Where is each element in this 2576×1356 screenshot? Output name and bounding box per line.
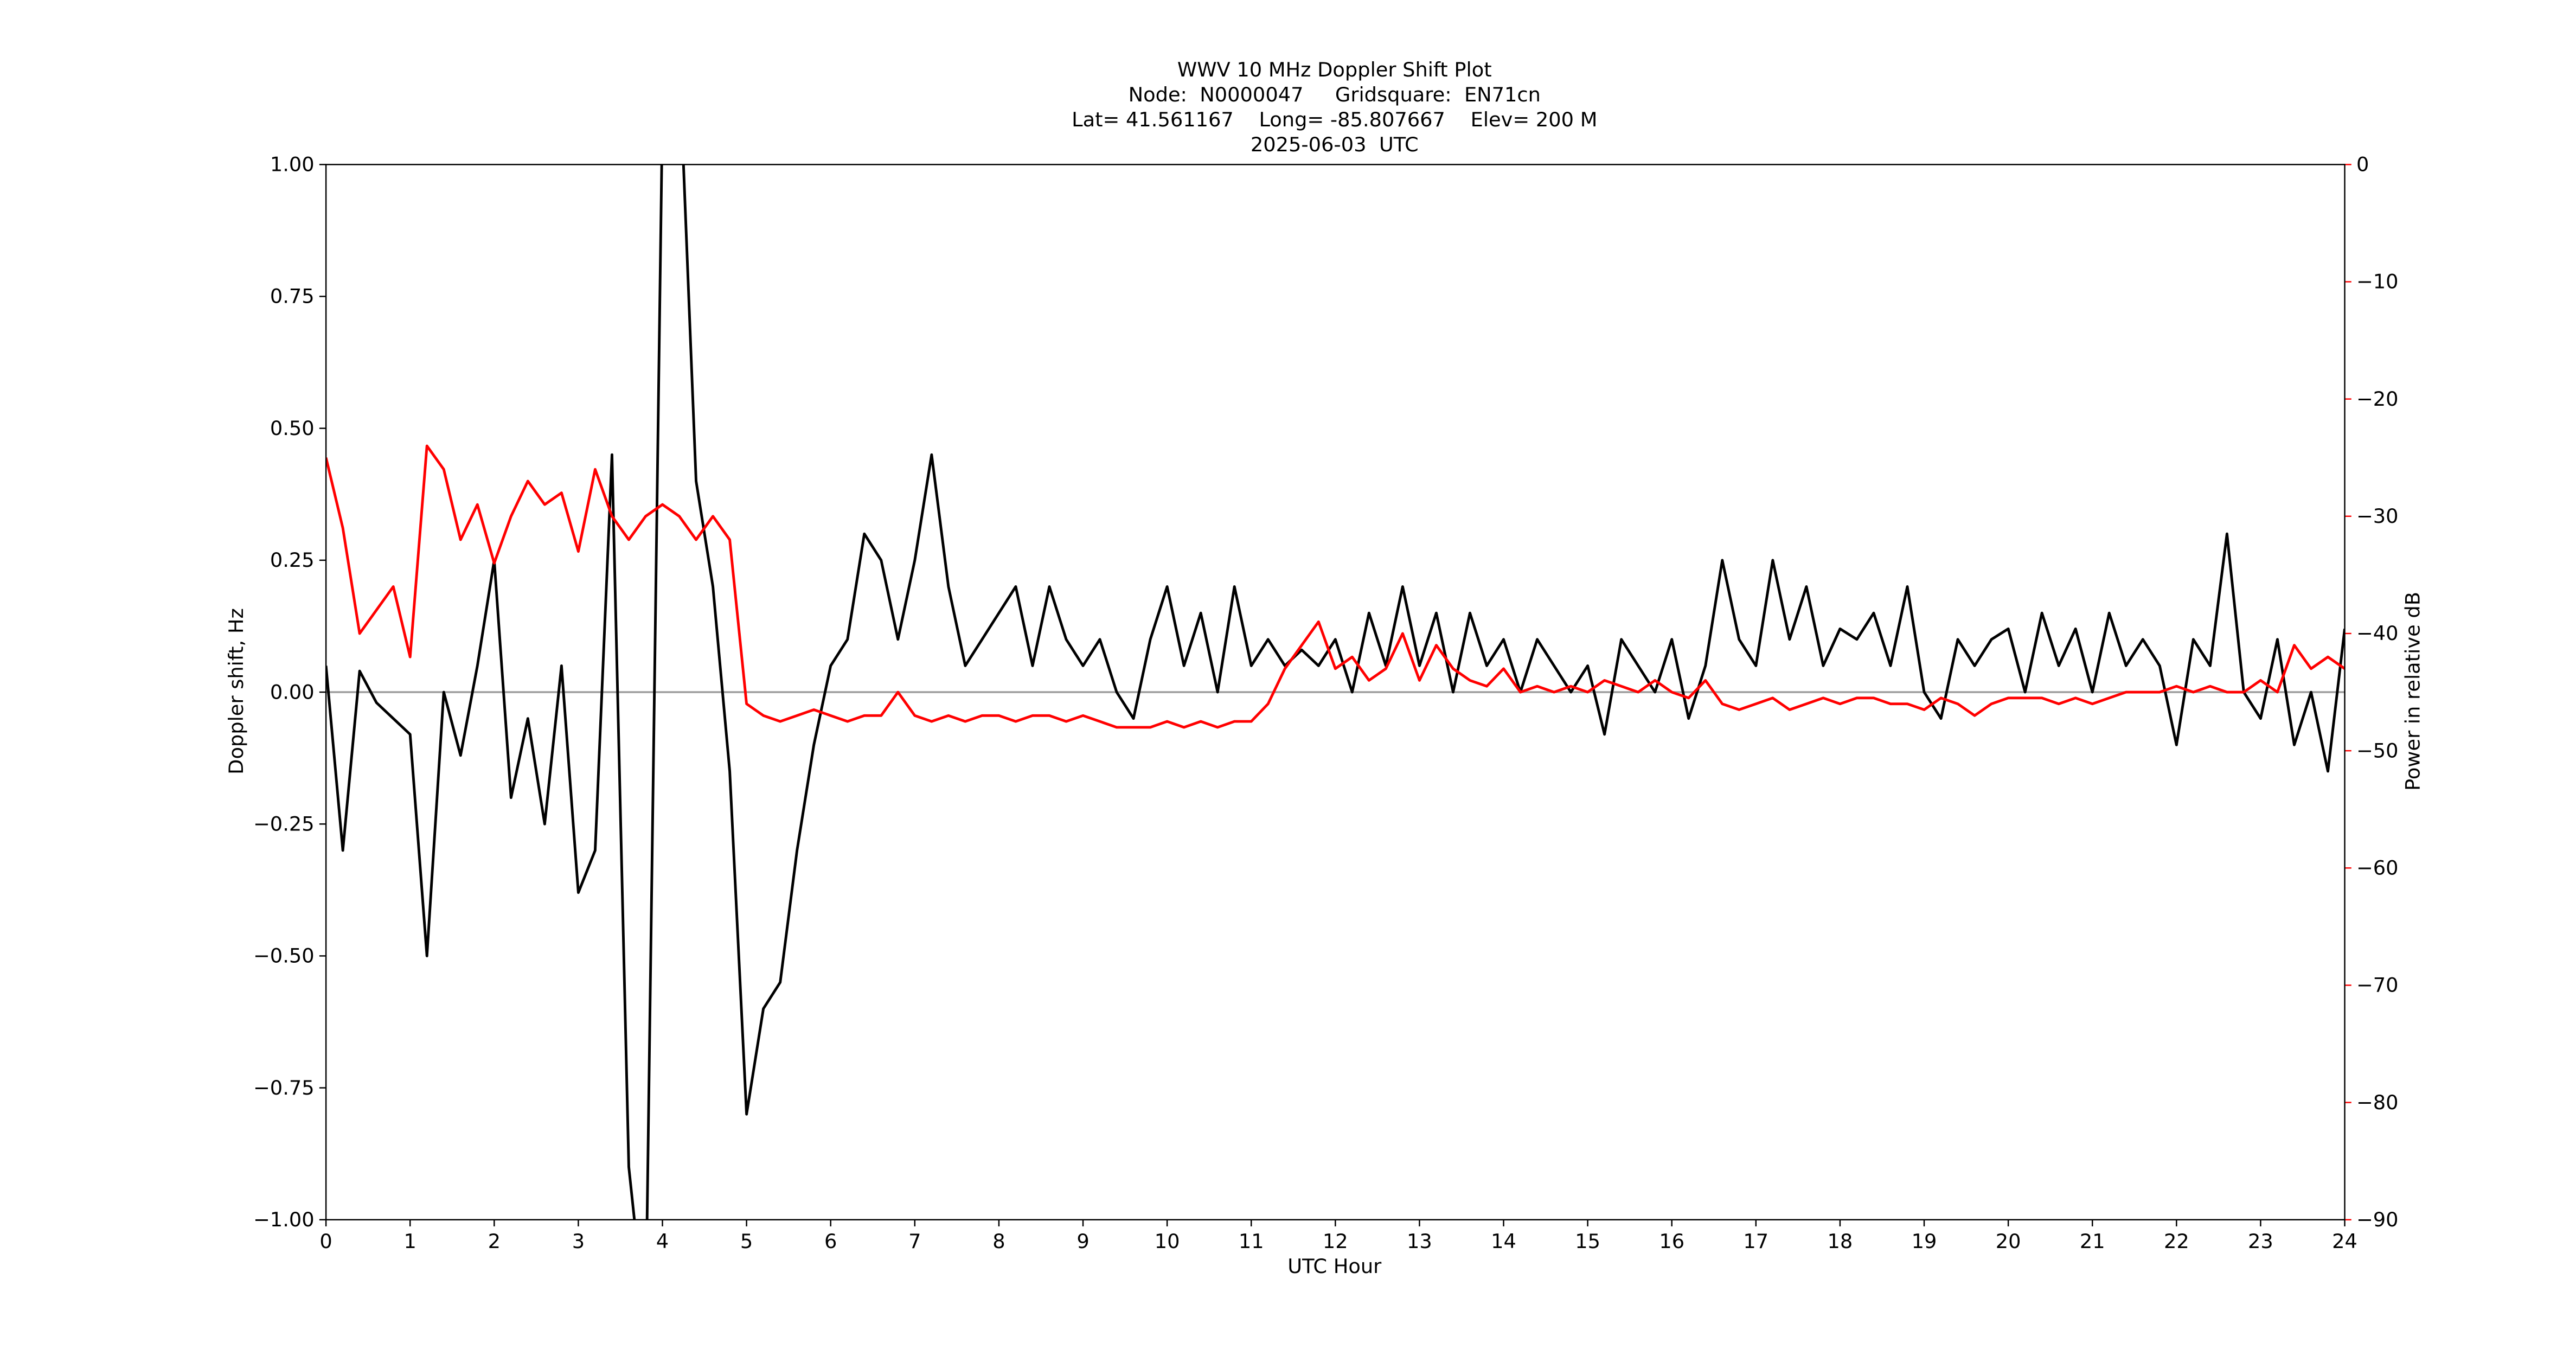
x-tick-label: 10 (1155, 1230, 1180, 1253)
y-tick-label: 0.50 (270, 417, 315, 440)
plot-frame (325, 164, 2346, 1220)
x-tick-label: 8 (992, 1230, 1005, 1253)
x-axis-label: UTC Hour (1287, 1255, 1382, 1278)
x-tick-label: 4 (656, 1230, 669, 1253)
chart-title-line: Node: N0000047 Gridsquare: EN71cn (1129, 83, 1541, 106)
x-tick-label: 12 (1323, 1230, 1348, 1253)
y2-tick-label: −50 (2356, 739, 2399, 762)
x-tick-label: 0 (319, 1230, 332, 1253)
y-tick-label: 1.00 (270, 153, 315, 176)
y-axis-label: Doppler shift, Hz (225, 608, 248, 775)
y2-tick-label: −60 (2356, 856, 2399, 880)
x-tick-label: 19 (1912, 1230, 1937, 1253)
series-line (326, 444, 2345, 729)
x-tick-label: 1 (404, 1230, 416, 1253)
y2-tick-label: −20 (2356, 387, 2399, 411)
y2-tick-label: −70 (2356, 974, 2399, 997)
x-tick-label: 22 (2164, 1230, 2189, 1253)
x-tick-label: 7 (908, 1230, 921, 1253)
x-tick-label: 18 (1828, 1230, 1853, 1253)
x-tick-label: 6 (824, 1230, 837, 1253)
series-line (326, 164, 2345, 1220)
y2-tick-label: −80 (2356, 1091, 2399, 1114)
x-tick-label: 15 (1575, 1230, 1600, 1253)
chart-title-line: 2025-06-03 UTC (1251, 133, 1419, 156)
y-tick-label: 0.75 (270, 285, 315, 308)
chart-title-line: Lat= 41.561167 Long= -85.807667 Elev= 20… (1072, 108, 1597, 131)
y-tick-label: −1.00 (253, 1208, 315, 1231)
y-tick-label: −0.75 (253, 1076, 315, 1099)
x-tick-label: 21 (2080, 1230, 2105, 1253)
x-tick-label: 24 (2332, 1230, 2357, 1253)
y2-tick-label: −90 (2356, 1208, 2399, 1231)
y2-tick-label: −40 (2356, 622, 2399, 645)
y-tick-label: −0.25 (253, 812, 315, 835)
x-tick-label: 14 (1491, 1230, 1516, 1253)
chart-title-line: WWV 10 MHz Doppler Shift Plot (1177, 58, 1492, 81)
y2-tick-label: 0 (2356, 153, 2369, 176)
x-tick-label: 20 (1996, 1230, 2021, 1253)
x-tick-label: 3 (572, 1230, 585, 1253)
y-tick-label: 0.25 (270, 548, 315, 572)
y-tick-label: −0.50 (253, 944, 315, 968)
x-tick-label: 13 (1407, 1230, 1432, 1253)
x-tick-label: 5 (740, 1230, 753, 1253)
y-tick-label: 0.00 (270, 680, 315, 703)
y2-tick-label: −10 (2356, 270, 2399, 293)
x-tick-label: 17 (1743, 1230, 1768, 1253)
x-tick-label: 2 (488, 1230, 501, 1253)
x-tick-label: 23 (2248, 1230, 2273, 1253)
y2-tick-label: −30 (2356, 504, 2399, 528)
y2-axis-label: Power in relative dB (2401, 592, 2424, 791)
x-tick-label: 9 (1076, 1230, 1089, 1253)
x-tick-label: 11 (1239, 1230, 1264, 1253)
x-tick-label: 16 (1659, 1230, 1684, 1253)
